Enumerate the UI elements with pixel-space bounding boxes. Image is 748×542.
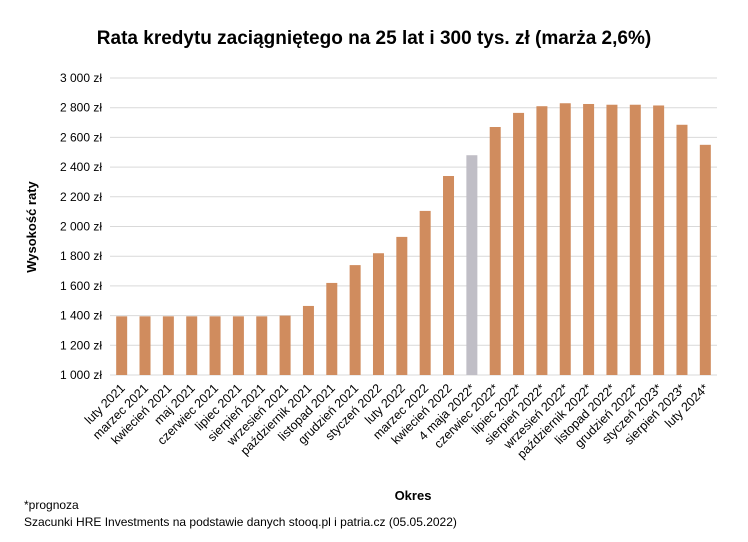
bar — [232, 316, 244, 375]
chart-title: Rata kredytu zaciągniętego na 25 lat i 3… — [97, 28, 651, 49]
bar — [372, 253, 384, 375]
bar — [583, 103, 595, 376]
bar — [676, 124, 688, 375]
gridlines — [110, 77, 717, 376]
y-tick-label: 3 000 zł — [60, 71, 102, 85]
y-tick-label: 1 200 zł — [60, 338, 102, 352]
y-tick-label: 1 000 zł — [60, 368, 102, 382]
y-tick-label: 1 800 zł — [60, 249, 102, 263]
y-tick-label: 1 400 zł — [60, 309, 102, 323]
y-tick-label: 2 200 zł — [60, 190, 102, 204]
y-axis-label: Wysokość raty — [24, 180, 39, 272]
y-tick-label: 2 400 zł — [60, 160, 102, 174]
x-axis-label: Okres — [395, 488, 432, 503]
bar — [186, 316, 198, 375]
forecast-footnote: *prognoza — [24, 498, 79, 512]
bar — [559, 103, 571, 376]
y-tick-label: 2 800 zł — [60, 101, 102, 115]
bar — [349, 265, 361, 375]
y-tick-label: 1 600 zł — [60, 279, 102, 293]
bar — [419, 210, 431, 375]
bar — [116, 316, 128, 375]
bar — [466, 155, 478, 375]
bar — [139, 316, 151, 375]
bar — [536, 106, 548, 375]
bar — [699, 144, 711, 375]
bar — [279, 315, 291, 375]
bar — [653, 105, 665, 375]
y-tick-label: 2 000 zł — [60, 220, 102, 234]
bar — [443, 176, 455, 375]
source-footnote: Szacunki HRE Investments na podstawie da… — [24, 515, 457, 529]
bar — [302, 305, 314, 375]
bar — [326, 282, 338, 375]
y-axis-ticks: 1 000 zł 1 200 zł 1 400 zł 1 600 zł 1 800 zł… — [60, 71, 102, 382]
bars — [116, 103, 711, 376]
bar — [256, 316, 268, 375]
bar — [162, 316, 174, 375]
bar — [606, 104, 618, 375]
bar — [209, 316, 221, 375]
bar — [396, 236, 408, 375]
bar — [489, 127, 501, 375]
bar — [513, 112, 525, 376]
bar — [629, 104, 641, 375]
y-tick-label: 2 600 zł — [60, 130, 102, 144]
